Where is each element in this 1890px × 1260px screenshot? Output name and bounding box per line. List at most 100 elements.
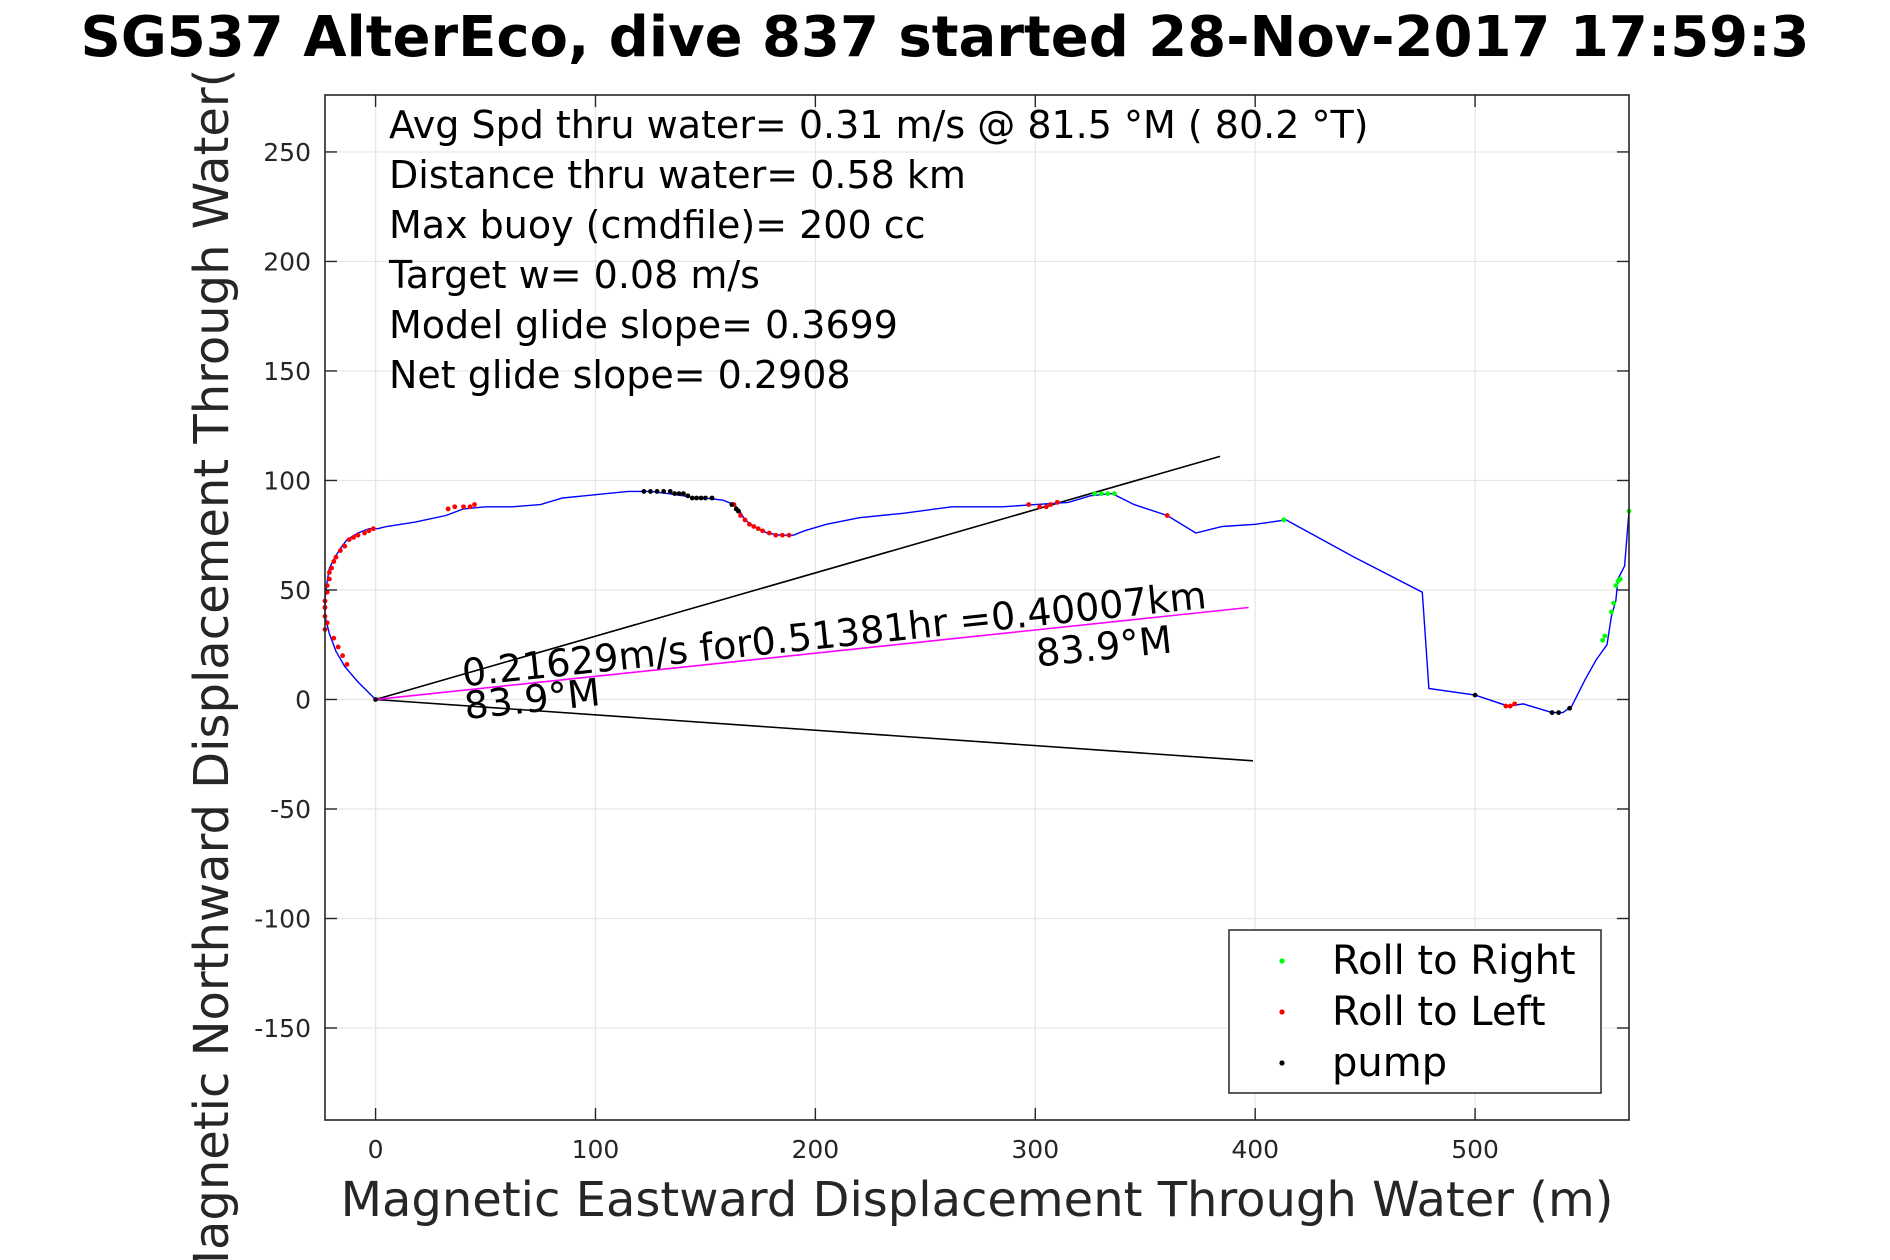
point-roll-to-left [461, 504, 466, 510]
legend-marker-pump [1279, 1060, 1285, 1066]
point-roll-to-left [1512, 701, 1518, 707]
point-roll-to-left [773, 532, 779, 538]
point-roll-to-right [1611, 600, 1617, 606]
point-roll-to-left [324, 583, 330, 588]
point-roll-to-left [472, 502, 477, 507]
point-pump [681, 491, 686, 497]
point-roll-to-left [445, 506, 451, 512]
point-roll-to-left [779, 532, 785, 538]
y-tick-label: -100 [254, 905, 311, 934]
point-roll-to-left [1507, 703, 1513, 709]
point-roll-to-left [751, 524, 757, 529]
point-roll-to-left [344, 662, 350, 667]
point-roll-to-left [467, 504, 473, 510]
legend-marker-roll-right [1279, 958, 1285, 964]
point-pump [709, 495, 715, 501]
y-tick-label: 250 [263, 138, 311, 167]
point-pump [736, 508, 741, 514]
point-roll-to-left [335, 644, 341, 650]
point-roll-to-left [786, 532, 792, 538]
legend-marker-roll-left [1279, 1009, 1285, 1015]
y-tick-label: 150 [263, 357, 311, 386]
point-roll-to-left [1048, 502, 1054, 507]
point-roll-to-left [747, 521, 752, 527]
legend-label-roll-right: Roll to Right [1332, 938, 1576, 984]
point-pump [1556, 710, 1562, 716]
y-tick-label: 200 [263, 247, 311, 276]
x-tick-label: 0 [368, 1135, 384, 1164]
point-roll-to-right [1112, 491, 1117, 497]
reference-line [375, 455, 1221, 701]
point-roll-to-right [1281, 517, 1287, 523]
point-roll-to-left [337, 548, 343, 553]
point-roll-to-left [324, 620, 330, 626]
point-roll-to-left [755, 526, 761, 532]
legend-box [1228, 929, 1602, 1094]
point-roll-to-left [351, 535, 356, 540]
point-pump [676, 491, 682, 497]
point-roll-to-left [346, 537, 352, 543]
point-roll-to-left [366, 528, 372, 534]
point-roll-to-right [1602, 633, 1608, 639]
point-roll-to-left [340, 653, 345, 659]
reference-line [375, 698, 1254, 762]
stat-line: Net glide slope= 0.2908 [389, 353, 851, 397]
reference-lines [375, 455, 1254, 762]
point-pump [1567, 705, 1573, 711]
grid [325, 95, 1629, 1120]
legend-label-roll-left: Roll to Left [1332, 989, 1546, 1035]
point-roll-to-left [326, 576, 332, 582]
stat-line: Avg Spd thru water= 0.31 m/s @ 81.5 °M (… [389, 103, 1369, 147]
point-roll-to-left [1043, 504, 1049, 510]
point-roll-to-right [1613, 583, 1619, 588]
point-pump [672, 491, 678, 497]
point-roll-to-left [1026, 502, 1032, 507]
point-pump [373, 697, 378, 702]
point-roll-to-left [766, 530, 772, 536]
x-tick-label: 400 [1231, 1135, 1279, 1164]
y-tick-label: 50 [279, 576, 311, 605]
x-axis-label: Magnetic Eastward Displacement Through W… [341, 1172, 1614, 1228]
plot-frame [324, 94, 1630, 1121]
point-roll-to-left [742, 517, 748, 523]
y-tick-label: -150 [254, 1014, 311, 1043]
x-tick-label: 500 [1451, 1135, 1499, 1164]
x-tick-label: 200 [792, 1135, 840, 1164]
x-tick-label: 300 [1011, 1135, 1059, 1164]
point-pump [641, 489, 647, 494]
legend-label-pump: pump [1332, 1040, 1447, 1086]
point-roll-to-left [333, 554, 339, 560]
point-roll-to-right [1098, 491, 1104, 497]
point-roll-to-left [331, 635, 337, 641]
point-pump [689, 495, 695, 501]
x-tick-label: 100 [572, 1135, 620, 1164]
y-tick-label: -50 [270, 795, 311, 824]
data-points [322, 489, 1632, 716]
point-pump [654, 489, 660, 494]
point-roll-to-left [342, 543, 348, 549]
stat-line: Model glide slope= 0.3699 [389, 303, 898, 347]
point-roll-to-left [355, 532, 361, 538]
point-roll-to-left [331, 559, 337, 564]
point-pump [1472, 692, 1478, 698]
stat-line: Max buoy (cmdfile)= 200 cc [389, 203, 926, 247]
point-pump [703, 495, 708, 501]
stat-line: Distance thru water= 0.58 km [389, 153, 966, 197]
point-roll-to-left [324, 589, 330, 595]
point-roll-to-left [760, 528, 765, 534]
point-roll-to-left [370, 526, 376, 532]
point-pump [1549, 710, 1555, 716]
point-pump [648, 489, 653, 494]
reference-line [375, 606, 1249, 701]
point-pump [698, 495, 704, 501]
point-roll-to-right [1092, 491, 1098, 497]
y-tick-label: 100 [263, 466, 311, 495]
point-pump [667, 489, 673, 494]
stats-text: Avg Spd thru water= 0.31 m/s @ 81.5 °M (… [388, 103, 1369, 397]
point-roll-to-right [1105, 491, 1111, 497]
point-pump [685, 493, 691, 499]
point-roll-to-left [452, 504, 458, 510]
point-roll-to-right [1600, 637, 1606, 643]
point-pump [694, 495, 700, 501]
